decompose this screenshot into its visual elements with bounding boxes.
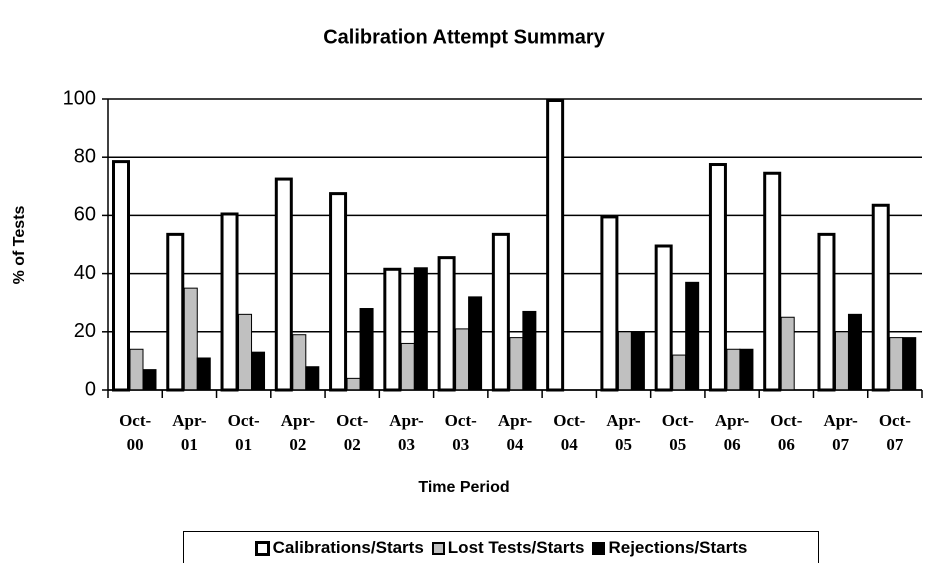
bar: [780, 316, 795, 391]
x-tick-label: Oct-00: [119, 411, 152, 454]
bar: [600, 215, 619, 392]
y-tick-label: 0: [85, 378, 96, 400]
bar: [142, 369, 157, 391]
x-axis-label: Time Period: [418, 479, 509, 496]
x-tick-label: Apr-04: [497, 411, 533, 454]
bar: [251, 351, 266, 391]
bar: [630, 331, 645, 391]
bar: [413, 267, 428, 391]
x-tick-label: Oct-02: [336, 411, 369, 454]
x-tick-label: Apr-03: [389, 411, 424, 454]
x-tick-label: Apr-02: [280, 411, 316, 454]
bar: [400, 342, 415, 391]
y-tick-label: 100: [63, 87, 96, 109]
y-tick-label: 40: [74, 262, 96, 284]
chart-title: Calibration Attempt Summary: [323, 26, 605, 48]
x-tick-label: Apr-06: [714, 411, 750, 454]
bar: [847, 313, 862, 391]
y-tick-label: 80: [74, 145, 96, 167]
bar: [359, 308, 374, 391]
bar: [817, 232, 836, 392]
bar: [491, 232, 510, 392]
legend-item: Lost Tests/Starts: [431, 538, 585, 558]
bar: [834, 331, 849, 391]
bar: [383, 267, 402, 392]
x-tick-label: Oct-03: [444, 411, 477, 454]
bar: [455, 328, 470, 391]
bar: [274, 177, 293, 392]
bar: [708, 163, 727, 392]
bar: [685, 281, 700, 391]
legend-swatch: [254, 540, 270, 556]
bar: [468, 296, 483, 391]
legend-label: Rejections/Starts: [608, 538, 748, 557]
bar: [654, 244, 673, 392]
x-tick-label: Apr-07: [823, 411, 858, 454]
x-tick-label: Oct-07: [878, 411, 911, 454]
bar: [672, 354, 687, 391]
bar: [871, 203, 890, 392]
legend: Calibrations/Starts Lost Tests/Starts Reje…: [183, 531, 819, 563]
x-tick-label: Oct-04: [553, 411, 586, 454]
y-tick-label: 60: [74, 204, 96, 226]
bar: [129, 348, 144, 391]
bar: [726, 348, 741, 391]
bar: [546, 99, 565, 392]
bar: [292, 334, 307, 391]
legend-item: Rejections/Starts: [592, 538, 747, 558]
bar: [437, 256, 456, 392]
legend-swatch: [431, 541, 445, 555]
bar: [522, 310, 537, 391]
x-tick-label: Oct-01: [227, 411, 260, 454]
x-tick-label: Oct-06: [770, 411, 803, 454]
x-tick-label: Apr-01: [172, 411, 207, 454]
bar: [617, 331, 632, 391]
bar: [902, 337, 917, 391]
legend-item: Calibrations/Starts: [254, 538, 424, 558]
bar: [889, 337, 904, 391]
x-tick-label: Apr-05: [606, 411, 641, 454]
bar: [112, 160, 130, 392]
y-axis-label: % of Tests: [11, 205, 28, 284]
legend-label: Lost Tests/Starts: [447, 538, 585, 557]
bar: [329, 192, 348, 392]
bar: [305, 366, 320, 391]
bar: [220, 212, 239, 392]
bar: [196, 357, 211, 391]
legend-swatch: [592, 541, 606, 555]
bar: [509, 337, 524, 391]
bar: [183, 287, 198, 391]
x-tick-label: Oct-05: [661, 411, 694, 454]
legend-label: Calibrations/Starts: [272, 538, 424, 557]
bar: [739, 348, 754, 391]
bar: [166, 232, 185, 392]
y-tick-label: 20: [74, 320, 96, 342]
bar: [763, 171, 782, 392]
bar: [346, 377, 361, 391]
bar: [238, 313, 253, 391]
